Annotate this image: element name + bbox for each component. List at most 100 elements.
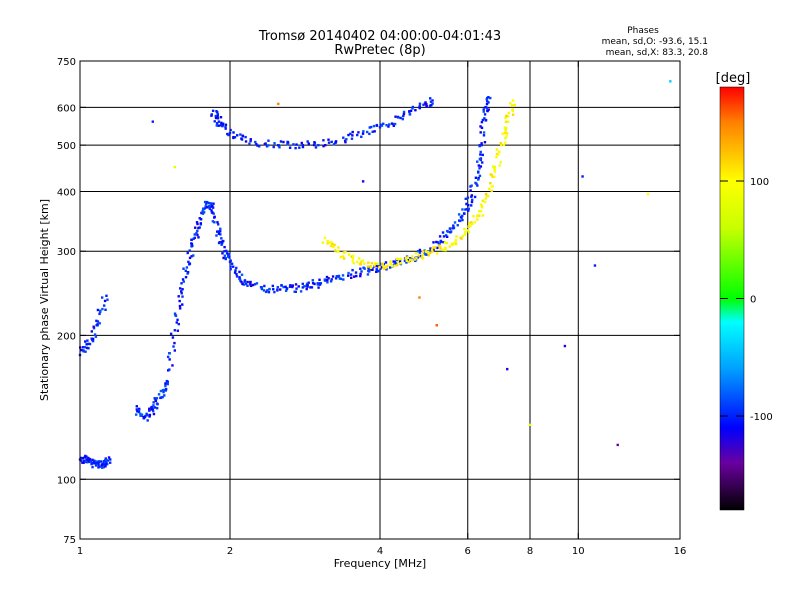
data-point bbox=[215, 124, 218, 127]
data-point bbox=[233, 136, 237, 139]
data-point bbox=[207, 204, 211, 208]
data-point bbox=[196, 222, 199, 226]
data-point bbox=[438, 242, 441, 245]
data-point bbox=[323, 236, 327, 240]
data-point bbox=[484, 197, 487, 200]
data-point bbox=[478, 157, 482, 161]
data-point bbox=[241, 134, 244, 137]
data-point bbox=[394, 115, 397, 118]
data-point bbox=[216, 221, 219, 224]
data-point bbox=[284, 289, 288, 292]
data-point bbox=[211, 211, 214, 214]
data-point bbox=[238, 270, 241, 274]
data-point bbox=[345, 138, 348, 141]
data-point bbox=[311, 281, 315, 285]
data-point bbox=[294, 146, 297, 150]
data-point bbox=[229, 265, 232, 268]
data-point bbox=[438, 235, 442, 238]
data-point bbox=[259, 286, 263, 289]
data-point bbox=[210, 209, 213, 212]
data-point bbox=[220, 241, 224, 245]
data-point bbox=[341, 274, 345, 277]
data-point bbox=[421, 250, 425, 254]
data-point bbox=[219, 233, 222, 236]
noise-point bbox=[581, 175, 584, 178]
data-point bbox=[379, 267, 382, 270]
data-point bbox=[351, 130, 354, 134]
data-point bbox=[217, 124, 220, 127]
data-point bbox=[380, 124, 384, 127]
data-point bbox=[105, 462, 109, 466]
data-point bbox=[233, 271, 237, 274]
data-point bbox=[399, 257, 403, 261]
data-point bbox=[291, 284, 295, 287]
data-point bbox=[480, 120, 484, 124]
data-point bbox=[417, 254, 421, 257]
data-point bbox=[331, 242, 334, 246]
data-point bbox=[166, 382, 169, 386]
data-point bbox=[387, 125, 390, 128]
data-point bbox=[399, 116, 402, 120]
data-point bbox=[102, 304, 106, 307]
data-point bbox=[301, 286, 305, 289]
data-point bbox=[481, 118, 485, 122]
data-point bbox=[100, 463, 103, 467]
data-point bbox=[469, 189, 472, 192]
data-point bbox=[92, 327, 96, 330]
data-point bbox=[148, 415, 151, 418]
data-point bbox=[98, 322, 101, 325]
data-point bbox=[137, 410, 141, 414]
data-point bbox=[195, 221, 199, 224]
data-point bbox=[232, 136, 235, 140]
data-point bbox=[489, 182, 492, 185]
data-point bbox=[355, 260, 359, 264]
data-point bbox=[503, 126, 507, 129]
data-point bbox=[201, 212, 205, 215]
data-point bbox=[85, 455, 88, 458]
data-point bbox=[134, 413, 138, 416]
data-point bbox=[190, 245, 193, 248]
data-point bbox=[334, 140, 338, 143]
data-point bbox=[306, 140, 309, 143]
data-point bbox=[150, 408, 154, 411]
data-point bbox=[455, 235, 458, 238]
data-point bbox=[481, 214, 485, 217]
data-point bbox=[441, 248, 445, 252]
data-point bbox=[416, 256, 420, 259]
data-point bbox=[146, 419, 149, 422]
data-point bbox=[468, 222, 471, 225]
data-point bbox=[399, 262, 402, 265]
data-point bbox=[219, 124, 223, 127]
data-point bbox=[294, 290, 297, 293]
data-point bbox=[268, 288, 271, 291]
data-point bbox=[211, 109, 215, 113]
data-point bbox=[85, 346, 89, 350]
data-point bbox=[325, 275, 329, 279]
data-point bbox=[242, 283, 246, 286]
data-point bbox=[357, 257, 361, 260]
data-point bbox=[481, 199, 484, 203]
data-point bbox=[470, 194, 474, 197]
data-point bbox=[421, 253, 424, 257]
data-point bbox=[414, 251, 418, 255]
data-point bbox=[260, 287, 264, 291]
data-point bbox=[243, 279, 247, 282]
data-point bbox=[361, 259, 365, 262]
colorbar-ticks: 100 0 -100 bbox=[720, 177, 773, 423]
data-point bbox=[498, 150, 501, 154]
data-point bbox=[168, 352, 171, 355]
data-point bbox=[504, 141, 507, 144]
data-point bbox=[429, 247, 432, 250]
data-point bbox=[362, 130, 365, 133]
data-point bbox=[485, 106, 488, 109]
data-point bbox=[373, 264, 376, 267]
data-point bbox=[194, 226, 197, 229]
data-point bbox=[216, 112, 220, 116]
data-point bbox=[464, 197, 467, 201]
data-point bbox=[504, 120, 508, 123]
data-point bbox=[109, 458, 112, 461]
data-point bbox=[190, 242, 194, 246]
data-point bbox=[334, 141, 337, 144]
data-point bbox=[271, 284, 275, 288]
data-point bbox=[216, 117, 220, 120]
